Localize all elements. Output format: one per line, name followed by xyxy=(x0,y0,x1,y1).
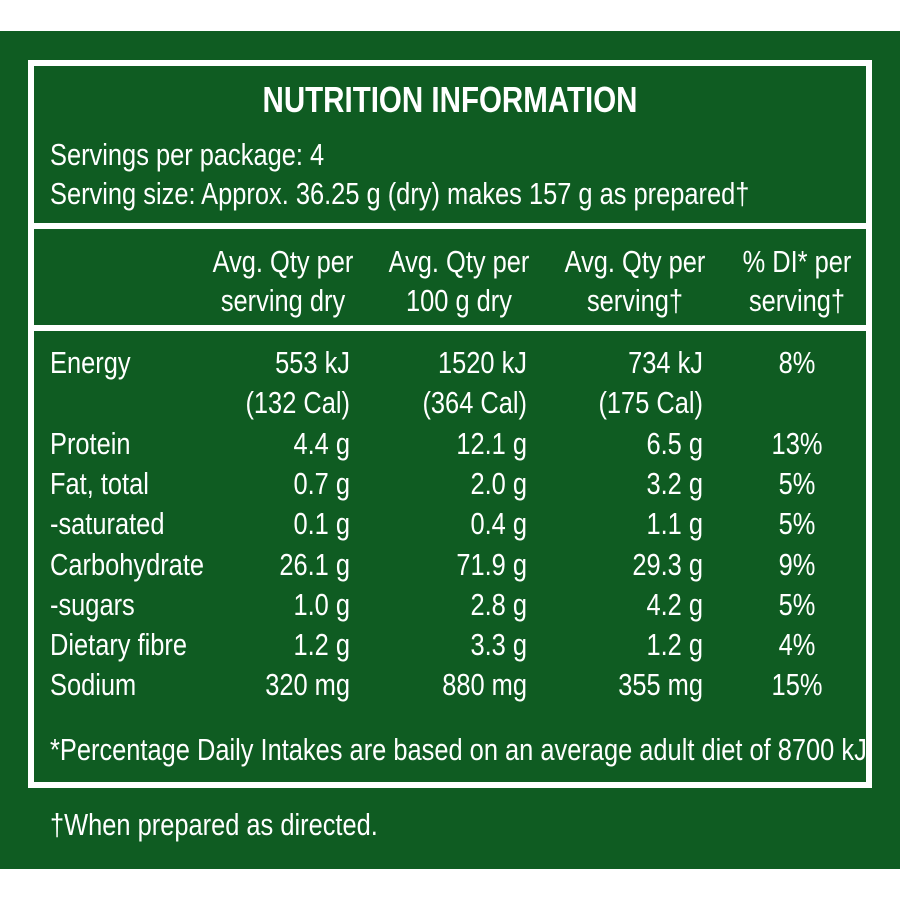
nutrient-value: 0.1 g xyxy=(293,506,350,542)
column-header-1: serving dry xyxy=(220,283,346,318)
column-header-3: Avg. Qty per xyxy=(564,244,706,279)
nutrient-value: 0.4 g xyxy=(470,506,527,542)
nutrient-value: 1.2 g xyxy=(293,627,350,663)
nutrition-title: NUTRITION INFORMATION xyxy=(262,79,638,120)
nutrient-value: (364 Cal) xyxy=(422,385,527,421)
column-header-3: serving† xyxy=(586,283,684,318)
nutrient-value: 8% xyxy=(778,345,816,380)
nutrient-value: 4.4 g xyxy=(293,425,350,461)
nutrient-value: 15% xyxy=(771,667,823,703)
nutrient-value: 4% xyxy=(778,627,816,663)
nutrition-table-border xyxy=(28,60,872,788)
nutrient-value: 71.9 g xyxy=(456,546,527,582)
column-header-2: 100 g dry xyxy=(405,283,512,318)
nutrient-label: Sodium xyxy=(50,667,137,703)
nutrient-label: -sugars xyxy=(50,586,135,622)
nutrient-value: 734 kJ xyxy=(628,345,703,380)
nutrient-value: 1.0 g xyxy=(293,586,350,622)
footnote-prepared: †When prepared as directed. xyxy=(50,807,378,842)
divider xyxy=(34,223,866,229)
nutrient-value: 29.3 g xyxy=(632,546,703,582)
column-header-1: Avg. Qty per xyxy=(212,244,354,279)
nutrient-value: 320 mg xyxy=(265,667,350,703)
column-header-4: serving† xyxy=(748,283,846,318)
nutrient-value: 26.1 g xyxy=(279,546,350,582)
nutrient-value: 553 kJ xyxy=(275,345,350,380)
nutrient-value: 1.1 g xyxy=(646,506,703,542)
column-header-4: % DI* per xyxy=(742,244,852,279)
nutrient-value xyxy=(748,383,846,423)
nutrient-value: 1520 kJ xyxy=(437,345,527,380)
nutrient-value: 6.5 g xyxy=(646,425,703,461)
nutrient-label: Fat, total xyxy=(50,465,149,501)
nutrient-value: 3.2 g xyxy=(646,465,703,501)
nutrient-value: 12.1 g xyxy=(456,425,527,461)
nutrient-value: 0.7 g xyxy=(293,465,350,501)
nutrient-value: 2.8 g xyxy=(470,586,527,622)
nutrient-value: 3.3 g xyxy=(470,627,527,663)
nutrient-label: Carbohydrate xyxy=(50,546,205,582)
nutrient-label: Protein xyxy=(50,425,131,461)
nutrient-value: (175 Cal) xyxy=(598,385,703,421)
nutrient-value: 9% xyxy=(778,546,816,582)
servings-per-package: Servings per package: 4 xyxy=(50,137,325,172)
divider xyxy=(34,325,866,331)
nutrient-value: 4.2 g xyxy=(646,586,703,622)
footnote-daily-intake: *Percentage Daily Intakes are based on a… xyxy=(50,732,874,767)
nutrient-value: 5% xyxy=(778,506,816,542)
nutrient-value: 355 mg xyxy=(618,667,703,703)
nutrient-value: 2.0 g xyxy=(470,465,527,501)
nutrient-label: Energy xyxy=(50,345,131,380)
nutrient-value: 880 mg xyxy=(442,667,527,703)
serving-size: Serving size: Approx. 36.25 g (dry) make… xyxy=(50,176,750,211)
nutrient-label: -saturated xyxy=(50,506,165,542)
column-header-2: Avg. Qty per xyxy=(388,244,530,279)
nutrient-value: 13% xyxy=(771,425,823,461)
nutrient-value: (132 Cal) xyxy=(245,385,350,421)
nutrition-panel xyxy=(0,31,900,869)
nutrient-value: 5% xyxy=(778,465,816,501)
nutrient-label: Dietary fibre xyxy=(50,627,188,663)
nutrient-value: 1.2 g xyxy=(646,627,703,663)
nutrient-value: 5% xyxy=(778,586,816,622)
